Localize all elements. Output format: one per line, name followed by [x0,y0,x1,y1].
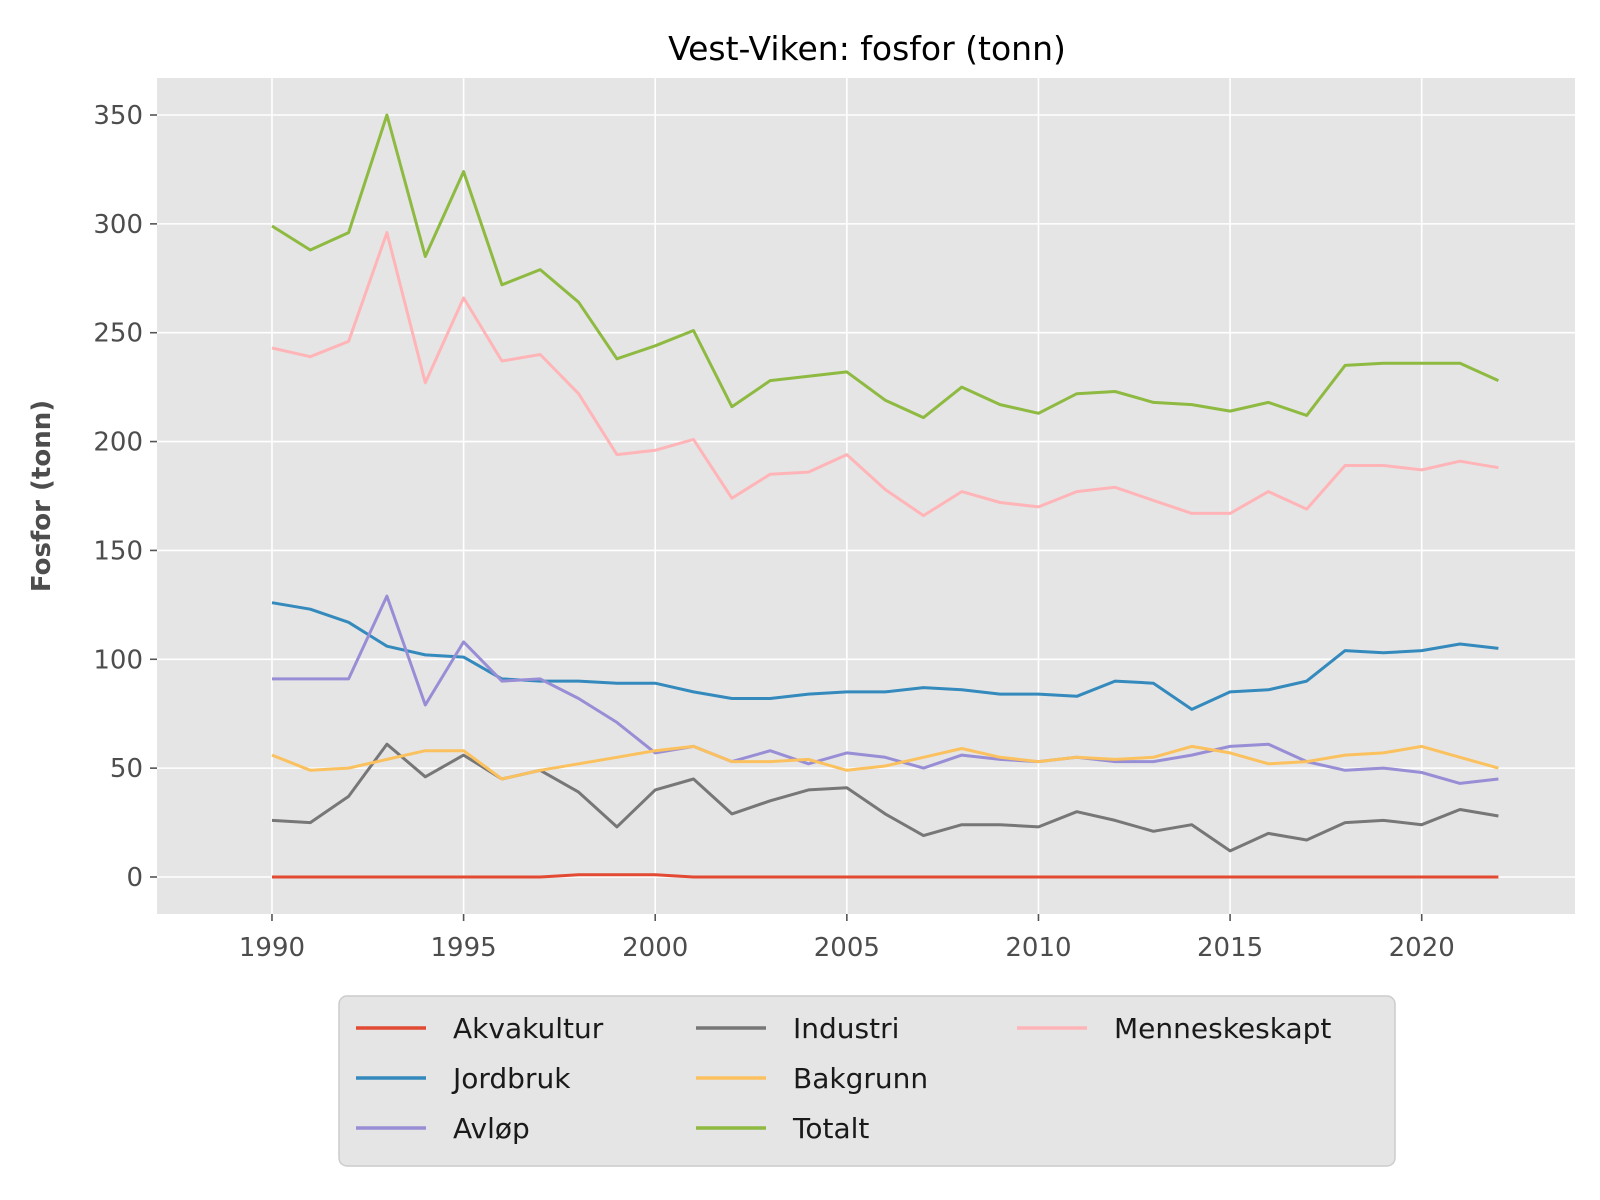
x-tick-label: 2000 [622,933,688,963]
legend-label: Akvakultur [453,1012,604,1045]
x-tick-label: 1990 [239,933,305,963]
series-lines [271,113,1500,879]
y-axis-label: Fosfor (tonn) [27,400,57,592]
x-tick-label: 2020 [1389,933,1455,963]
y-tick-label: 350 [93,101,143,131]
legend-label: Bakgrunn [793,1062,928,1095]
y-tick-label: 300 [93,210,143,240]
x-axis-ticks: 1990 1995 2000 2005 2010 2015 2020 [239,914,1455,963]
legend-label: Menneskeskapt [1114,1012,1331,1045]
y-tick-label: 200 [93,428,143,458]
series-line-menneskeskapt [271,231,1499,518]
series-line-avløp [272,594,1499,785]
legend: Akvakultur Jordbruk Avløp Industri Bakgrunn T… [356,1012,1331,1145]
x-tick-label: 2015 [1197,933,1263,963]
x-tick-label: 2010 [1005,933,1071,963]
legend-box [338,995,1396,1167]
series-line-industri [271,742,1499,853]
y-tick-label: 250 [93,319,143,349]
series-line-akvakultur [272,873,1499,879]
y-tick-label: 0 [126,863,143,893]
y-tick-label: 150 [93,536,143,566]
series-line-bakgrunn [271,744,1499,781]
grid [157,78,1575,914]
y-axis-ticks: 0 50 100 150 200 250 300 350 [93,101,157,893]
chart-title: Vest-Viken: fosfor (tonn) [668,29,1066,68]
x-tick-label: 2005 [814,933,880,963]
x-tick-label: 1995 [431,933,497,963]
legend-label: Totalt [792,1112,869,1145]
y-tick-label: 100 [93,645,143,675]
legend-label: Industri [793,1012,899,1045]
series-line-jordbruk [271,601,1499,711]
plot-area [157,78,1575,914]
series-line-totalt [271,113,1500,420]
legend-label: Jordbruk [451,1062,571,1095]
legend-label: Avløp [453,1112,530,1145]
y-tick-label: 50 [110,754,143,784]
